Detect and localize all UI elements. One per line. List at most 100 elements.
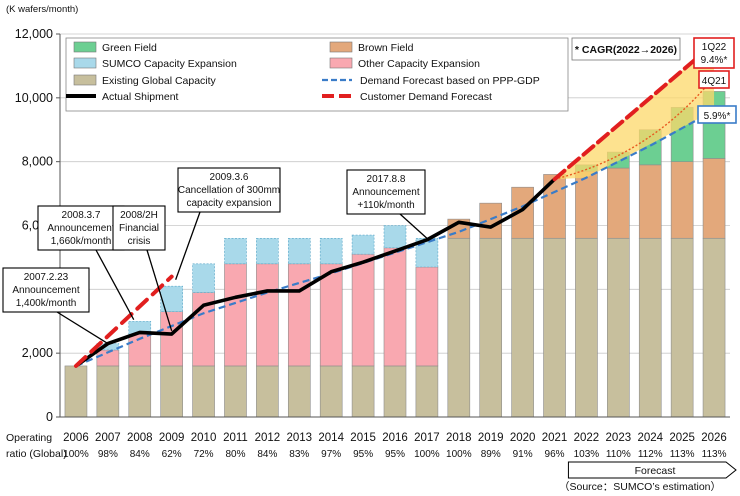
y-tick-label: 12,000 — [15, 27, 53, 41]
x-tick-label: 2012 — [255, 432, 281, 444]
bar-existing-global-capacity-2023 — [607, 237, 630, 418]
legend-label: Green Field — [102, 42, 157, 54]
x-tick-label: 2022 — [574, 432, 600, 444]
operating-ratio-value: 72% — [194, 449, 214, 460]
operating-ratio-value: 100% — [414, 449, 440, 460]
cagr-gdp-box — [697, 105, 737, 124]
legend-swatch — [73, 41, 97, 53]
annotation-pointer-a2017 — [399, 213, 428, 239]
annotation-text: Cancellation of 300mm — [178, 185, 280, 196]
bar-existing-global-capacity-2024 — [638, 237, 662, 418]
bar-sumco-capacity-expansion-2009 — [160, 285, 183, 312]
annotation-pointer-a2008h — [146, 249, 173, 332]
bar-existing-global-capacity-2013 — [287, 365, 311, 418]
bar-other-capacity-expansion-2009 — [160, 311, 183, 367]
bar-other-capacity-expansion-2012 — [256, 263, 279, 367]
operating-ratio-value: 113% — [670, 449, 695, 460]
annotation-text: Announcement — [47, 223, 114, 234]
bar-other-capacity-expansion-2015 — [351, 253, 375, 367]
operating-ratio-value: 83% — [289, 449, 309, 460]
axes: (K wafers/month)02,0004,0006,0008,00010,… — [6, 4, 730, 460]
legend-swatch — [329, 57, 353, 69]
y-tick-label: 0 — [46, 410, 53, 424]
line-customer-demand-early — [73, 274, 174, 368]
annotation-box-a2009 — [177, 167, 281, 213]
bar-brown-field-2021 — [543, 174, 566, 239]
cagr-and-footer: * CAGR(2022→2026) 1Q22 9.4%* 4Q21 5.9%* Forec… — [559, 37, 737, 493]
cagr-4q21-period: 4Q21 — [702, 76, 727, 87]
bar-existing-global-capacity-2026 — [702, 237, 726, 418]
annotation-text: 2009.3.6 — [210, 172, 249, 183]
x-tick-label: 2014 — [318, 432, 344, 444]
bar-existing-global-capacity-2015 — [351, 365, 375, 418]
x-tick-label: 2010 — [191, 432, 217, 444]
cagr-gdp-value: 5.9%* — [704, 111, 731, 122]
legend-label: Other Capacity Expansion — [358, 58, 480, 70]
forecast-arrow — [567, 461, 737, 479]
y-axis-unit-label: (K wafers/month) — [6, 4, 78, 15]
bar-sumco-capacity-expansion-2015 — [351, 234, 375, 255]
bar-sumco-capacity-expansion-2013 — [287, 237, 311, 265]
operating-ratio-value: 62% — [162, 449, 182, 460]
y-tick-label: 10,000 — [15, 91, 53, 105]
cagr-1q22-period: 1Q22 — [702, 42, 727, 53]
annotation-box-a2008 — [37, 205, 125, 251]
annotation-text: +110k/month — [357, 200, 414, 211]
annotation-text: 1,660k/month — [51, 236, 112, 247]
legend-label: Actual Shipment — [102, 91, 179, 103]
bar-existing-global-capacity-2014 — [319, 365, 343, 418]
cagr-4q21-box — [698, 70, 730, 89]
bar-existing-global-capacity-2012 — [256, 365, 279, 418]
bar-sumco-capacity-expansion-2012 — [256, 237, 279, 265]
annotation-text: 2017.8.8 — [367, 174, 406, 185]
operating-ratio-value: 91% — [513, 449, 533, 460]
x-tick-label: 2007 — [95, 432, 121, 444]
annotation-pointer-a2008 — [95, 249, 135, 320]
cagr-title-box — [571, 37, 681, 61]
y-tick-label: 8,000 — [22, 155, 53, 169]
bar-brown-field-2020 — [511, 186, 534, 239]
annotation-text: capacity expansion — [186, 198, 271, 209]
line-actual-shipment — [74, 177, 556, 368]
bar-brown-field-2023 — [607, 167, 630, 239]
bar-existing-global-capacity-2009 — [160, 365, 183, 418]
x-tick-label: 2024 — [637, 432, 663, 444]
annotation-text: Financial — [119, 223, 159, 234]
bar-existing-global-capacity-2022 — [575, 237, 598, 418]
x-tick-label: 2011 — [223, 432, 248, 444]
x-tick-label: 2025 — [669, 432, 695, 444]
bar-brown-field-2025 — [670, 161, 694, 239]
annotation-text: 2008/2H — [120, 210, 158, 221]
x-tick-label: 2016 — [382, 432, 408, 444]
x-tick-label: 2006 — [63, 432, 89, 444]
operating-ratio-value: 98% — [98, 449, 118, 460]
legend-box — [65, 37, 569, 112]
x-tick-label: 2019 — [478, 432, 504, 444]
bar-existing-global-capacity-2016 — [383, 365, 407, 418]
legend-label: Customer Demand Forecast — [360, 91, 492, 103]
legend-swatch — [73, 74, 97, 86]
annotation-text: 1,400k/month — [16, 298, 77, 309]
x-tick-label: 2009 — [159, 432, 185, 444]
annotation-box-a2007 — [2, 267, 90, 313]
annotation-text: Announcement — [12, 285, 79, 296]
operating-ratio-label-2: ratio (Global) — [6, 448, 67, 460]
x-tick-label: 2015 — [350, 432, 376, 444]
x-tick-label: 2013 — [286, 432, 312, 444]
operating-ratio-value: 95% — [353, 449, 373, 460]
bar-existing-global-capacity-2020 — [511, 237, 534, 418]
x-tick-label: 2021 — [542, 432, 568, 444]
cagr-1q22-box — [693, 37, 735, 69]
cagr-1q22-value: 9.4%* — [701, 55, 728, 66]
bar-existing-global-capacity-2007 — [96, 365, 120, 418]
bar-brown-field-2026 — [702, 158, 726, 239]
annotation-pointer-a2007 — [56, 311, 109, 345]
bar-sumco-capacity-expansion-2016 — [383, 225, 407, 249]
bar-brown-field-2019 — [479, 202, 503, 239]
bar-other-capacity-expansion-2011 — [224, 263, 247, 367]
operating-ratio-label: Operating — [6, 432, 52, 444]
legend-label: Existing Global Capacity — [102, 75, 217, 87]
forecast-label: Forecast — [635, 465, 676, 477]
bar-other-capacity-expansion-2013 — [287, 263, 311, 367]
